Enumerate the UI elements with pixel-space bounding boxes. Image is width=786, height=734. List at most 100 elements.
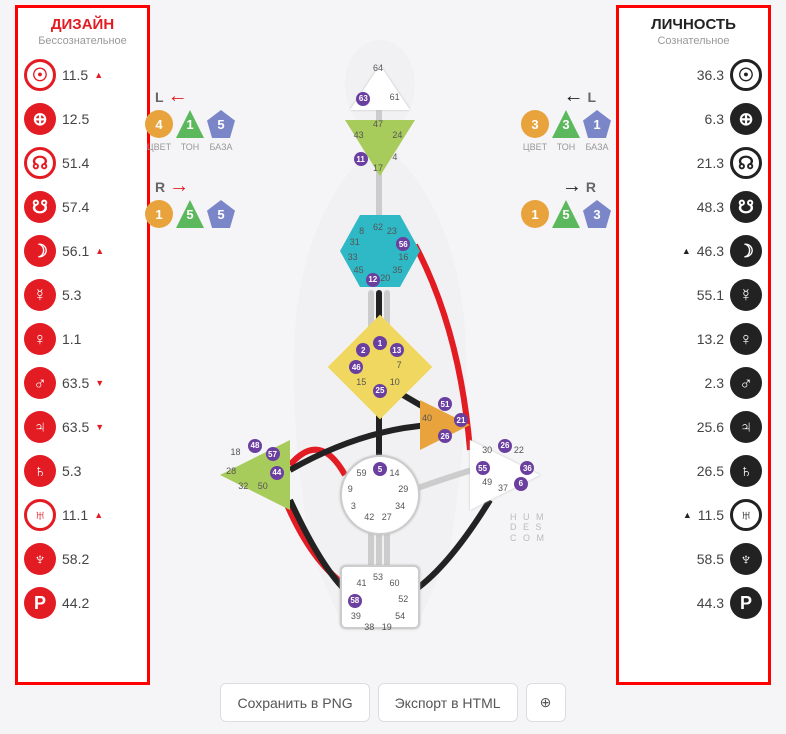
gate: 64	[373, 63, 383, 73]
gate: 59	[357, 468, 367, 478]
badge-label: ТОН	[552, 142, 580, 152]
center-root[interactable]: 536052541938395841	[340, 565, 420, 629]
design-row[interactable]: ♆58.2	[24, 537, 141, 581]
export-html-button[interactable]: Экспорт в HTML	[378, 683, 518, 722]
gate: 23	[387, 226, 397, 236]
channel	[368, 530, 374, 570]
variable-badge: 5	[552, 200, 580, 228]
planet-glyph: ♃	[24, 411, 56, 443]
gate-value: 13.2	[697, 331, 724, 347]
planet-glyph: ♀	[730, 323, 762, 355]
gate-value: 11.1	[62, 507, 88, 523]
personality-row[interactable]: 55.1☿	[625, 273, 762, 317]
planet-glyph: ♂	[24, 367, 56, 399]
personality-row[interactable]: ▲46.3☽	[625, 229, 762, 273]
planet-glyph: ☽	[24, 235, 56, 267]
design-row[interactable]: ♀1.1	[24, 317, 141, 361]
personality-row[interactable]: 36.3☉	[625, 53, 762, 97]
arrow-mark: ▲	[682, 246, 691, 256]
personality-row[interactable]: ▲11.5♅	[625, 493, 762, 537]
design-row[interactable]: ☿5.3	[24, 273, 141, 317]
watermark: H U MD E SC O M	[510, 512, 546, 544]
planet-glyph: ♀	[24, 323, 56, 355]
gate: 14	[389, 468, 399, 478]
planet-glyph: ♆	[730, 543, 762, 575]
design-row[interactable]: ☋57.4	[24, 185, 141, 229]
planet-glyph: ♄	[24, 455, 56, 487]
planet-glyph: ☿	[730, 279, 762, 311]
center-head[interactable]: 646163	[350, 65, 410, 110]
gate-value: 25.6	[697, 419, 724, 435]
variable-badge: 5	[207, 200, 235, 228]
arrow-icon: ←	[563, 85, 583, 108]
design-row[interactable]: ⊕12.5	[24, 97, 141, 141]
gate-value: 36.3	[697, 67, 724, 83]
design-row[interactable]: ♂ 63.5 ▼	[24, 361, 141, 405]
planet-glyph: ♆	[24, 543, 56, 575]
badge-label: БАЗА	[207, 142, 235, 152]
design-row[interactable]: ☽56.1▲	[24, 229, 141, 273]
arrow-icon: →	[169, 175, 189, 198]
variable-badge: 3	[521, 110, 549, 138]
planet-glyph: P	[730, 587, 762, 619]
arrow-mark: ▲	[94, 510, 103, 520]
gate: 17	[373, 163, 383, 173]
center-ajna[interactable]: 47244171143	[345, 120, 415, 176]
planet-glyph: ☽	[730, 235, 762, 267]
planet-glyph: ♅	[730, 499, 762, 531]
gate-active: 57	[266, 447, 280, 461]
personality-row[interactable]: 25.6 ♃	[625, 405, 762, 449]
gate: 54	[395, 611, 405, 621]
zoom-button[interactable]: ⊕	[526, 683, 566, 722]
gate: 62	[373, 222, 383, 232]
center-solar[interactable]: 262236637495530	[470, 440, 540, 510]
gate: 31	[350, 237, 360, 247]
planet-glyph: ☋	[730, 191, 762, 223]
planet-glyph: ♅	[24, 499, 56, 531]
gate: 34	[395, 501, 405, 511]
gate-value: 51.4	[62, 155, 89, 171]
design-row[interactable]: ☉11.5▲	[24, 53, 141, 97]
personality-row[interactable]: 44.3 P	[625, 581, 762, 625]
center-heart[interactable]: 51212640	[420, 400, 470, 450]
center-spleen[interactable]: 48574450322818	[220, 440, 290, 510]
personality-row[interactable]: 6.3⊕	[625, 97, 762, 141]
center-throat[interactable]: 622356163520124533318	[340, 215, 420, 287]
design-title: ДИЗАЙН	[24, 16, 141, 33]
planet-glyph: ☉	[24, 59, 56, 91]
planet-glyph: ♃	[730, 411, 762, 443]
planet-glyph: ⊕	[730, 103, 762, 135]
design-row[interactable]: ♄5.3	[24, 449, 141, 493]
arrow-mark: ▲	[683, 510, 692, 520]
gate: 45	[354, 265, 364, 275]
planet-glyph: ♂	[730, 367, 762, 399]
arrow-right-L: ← L	[563, 85, 596, 108]
gate-active: 21	[454, 413, 468, 427]
planet-glyph: ☋	[24, 191, 56, 223]
arrow-mark: ▼	[95, 378, 104, 388]
gate: 15	[356, 377, 366, 387]
center-sacral[interactable]: 514293427423959	[340, 455, 420, 535]
center-g[interactable]: 1137102515462	[343, 330, 417, 404]
design-row[interactable]: P44.2	[24, 581, 141, 625]
personality-row[interactable]: 48.3☋	[625, 185, 762, 229]
gate-value: 44.3	[697, 595, 724, 611]
design-row[interactable]: ♅ 11.1 ▲	[24, 493, 141, 537]
gate-active: 25	[373, 384, 387, 398]
design-row[interactable]: ♃63.5▼	[24, 405, 141, 449]
gate: 38	[364, 622, 374, 632]
personality-row[interactable]: 13.2 ♀	[625, 317, 762, 361]
gate: 42	[364, 512, 374, 522]
design-row[interactable]: ☊51.4	[24, 141, 141, 185]
personality-row[interactable]: 26.5♄	[625, 449, 762, 493]
gate-active: 6	[514, 477, 528, 491]
gate-value: 63.5	[62, 375, 89, 391]
gate: 47	[373, 119, 383, 129]
gate-value: 63.5	[62, 419, 89, 435]
personality-row[interactable]: 58.5♆	[625, 537, 762, 581]
gate: 60	[389, 578, 399, 588]
save-png-button[interactable]: Сохранить в PNG	[220, 683, 369, 722]
gate: 24	[392, 130, 402, 140]
personality-row[interactable]: 21.3☊	[625, 141, 762, 185]
personality-row[interactable]: 2.3♂	[625, 361, 762, 405]
